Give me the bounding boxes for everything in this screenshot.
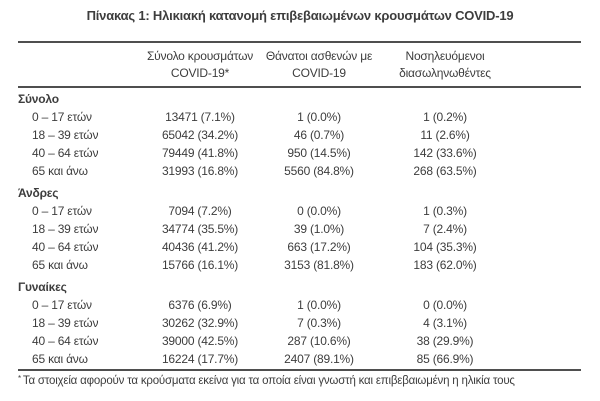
cases-cell: 34774 (35.5%) [161, 222, 239, 236]
row-label: 40 – 64 ετών [32, 146, 99, 160]
intubated-cell: 1 (0.3%) [423, 204, 467, 218]
intubated-cell: 11 (2.6%) [420, 128, 470, 142]
footnote-text: Τα στοιχεία αφορούν τα κρούσματα εκείνα … [22, 375, 515, 387]
table-row: 65 και άνω 16224 (17.7%) 2407 (89.1%) 85… [18, 350, 581, 368]
intubated-cell: 104 (35.3%) [413, 240, 477, 254]
header-intubated: Νοσηλευόμενοι διασωληνωθέντες [378, 48, 512, 82]
section-women: Γυναίκες 0 – 17 ετών 6376 (6.9%) 1 (0.0%… [18, 274, 581, 368]
intubated-cell: 4 (3.1%) [423, 316, 467, 330]
intubated-cell: 1 (0.2%) [423, 110, 467, 124]
deaths-cell: 7 (0.3%) [297, 316, 341, 330]
cases-cell: 79449 (41.8%) [161, 146, 239, 160]
header-total-cases-line1: Σύνολο κρουσμάτων [146, 49, 254, 63]
table-row: 18 – 39 ετών 65042 (34.2%) 46 (0.7%) 11 … [18, 126, 581, 144]
bottom-rule [18, 369, 581, 371]
intubated-cell: 7 (2.4%) [423, 222, 467, 236]
intubated-cell: 85 (66.9%) [416, 352, 474, 366]
table-row: 40 – 64 ετών 40436 (41.2%) 663 (17.2%) 1… [18, 238, 581, 256]
section-header: Άνδρες [18, 186, 59, 200]
deaths-cell: 3153 (81.8%) [284, 258, 354, 272]
cases-cell: 16224 (17.7%) [161, 352, 239, 366]
deaths-cell: 46 (0.7%) [293, 128, 345, 142]
top-rule [18, 41, 581, 43]
table-row: 18 – 39 ετών 30262 (32.9%) 7 (0.3%) 4 (3… [18, 314, 581, 332]
intubated-cell: 183 (62.0%) [413, 258, 477, 272]
footnote-asterisk: * [18, 374, 21, 383]
cases-cell: 40436 (41.2%) [161, 240, 239, 254]
table-header-row: Σύνολο κρουσμάτων COVID-19* Θάνατοι ασθε… [18, 43, 581, 86]
section-header: Γυναίκες [18, 280, 67, 294]
deaths-cell: 2407 (89.1%) [284, 352, 354, 366]
deaths-cell: 950 (14.5%) [287, 146, 351, 160]
row-label: 65 και άνω [32, 352, 88, 366]
cases-cell: 15766 (16.1%) [161, 258, 239, 272]
deaths-cell: 1 (0.0%) [297, 110, 341, 124]
row-label: 65 και άνω [32, 258, 88, 272]
header-deaths-line1: Θάνατοι ασθενών με [265, 49, 373, 63]
deaths-cell: 663 (17.2%) [287, 240, 351, 254]
row-label: 18 – 39 ετών [32, 222, 99, 236]
table-row: 18 – 39 ετών 34774 (35.5%) 39 (1.0%) 7 (… [18, 220, 581, 238]
table-row: 0 – 17 ετών 13471 (7.1%) 1 (0.0%) 1 (0.2… [18, 108, 581, 126]
table-row: 0 – 17 ετών 6376 (6.9%) 1 (0.0%) 0 (0.0%… [18, 296, 581, 314]
header-deaths-line2: COVID-19 [292, 66, 346, 80]
row-label: 40 – 64 ετών [32, 240, 99, 254]
row-label: 65 και άνω [32, 164, 88, 178]
deaths-cell: 287 (10.6%) [287, 334, 351, 348]
deaths-cell: 0 (0.0%) [297, 204, 341, 218]
deaths-cell: 39 (1.0%) [293, 222, 345, 236]
intubated-cell: 268 (63.5%) [413, 164, 477, 178]
section-header: Σύνολο [18, 92, 59, 106]
table-body: Σύνολο 0 – 17 ετών 13471 (7.1%) 1 (0.0%)… [18, 88, 581, 369]
table-title: Πίνακας 1: Ηλικιακή κατανομή επιβεβαιωμέ… [86, 8, 514, 23]
section-men: Άνδρες 0 – 17 ετών 7094 (7.2%) 0 (0.0%) … [18, 180, 581, 274]
cases-cell: 7094 (7.2%) [168, 204, 232, 218]
table-row: 40 – 64 ετών 39000 (42.5%) 287 (10.6%) 3… [18, 332, 581, 350]
cases-cell: 6376 (6.9%) [168, 298, 232, 312]
cases-cell: 31993 (16.8%) [161, 164, 239, 178]
row-label: 40 – 64 ετών [32, 334, 99, 348]
header-total-cases-line2: COVID-19* [170, 66, 230, 80]
header-total-cases: Σύνολο κρουσμάτων COVID-19* [140, 48, 260, 82]
table-row: 65 και άνω 31993 (16.8%) 5560 (84.8%) 26… [18, 162, 581, 180]
table-row: 0 – 17 ετών 7094 (7.2%) 0 (0.0%) 1 (0.3%… [18, 202, 581, 220]
row-label: 18 – 39 ετών [32, 316, 99, 330]
row-label: 0 – 17 ετών [32, 204, 92, 218]
table-row: 40 – 64 ετών 79449 (41.8%) 950 (14.5%) 1… [18, 144, 581, 162]
header-intubated-line1: Νοσηλευόμενοι [405, 49, 485, 63]
table-footnote: * Τα στοιχεία αφορούν τα κρούσματα εκείνα… [18, 371, 581, 387]
header-intubated-line2: διασωληνωθέντες [399, 66, 491, 80]
cases-cell: 39000 (42.5%) [161, 334, 239, 348]
intubated-cell: 0 (0.0%) [423, 298, 467, 312]
intubated-cell: 38 (29.9%) [416, 334, 474, 348]
deaths-cell: 1 (0.0%) [297, 298, 341, 312]
intubated-cell: 142 (33.6%) [413, 146, 477, 160]
section-total: Σύνολο 0 – 17 ετών 13471 (7.1%) 1 (0.0%)… [18, 90, 581, 180]
row-label: 0 – 17 ετών [32, 298, 92, 312]
row-label: 0 – 17 ετών [32, 110, 92, 124]
row-label: 18 – 39 ετών [32, 128, 99, 142]
header-deaths: Θάνατοι ασθενών με COVID-19 [260, 48, 378, 82]
cases-cell: 65042 (34.2%) [161, 128, 239, 142]
deaths-cell: 5560 (84.8%) [284, 164, 354, 178]
cases-cell: 30262 (32.9%) [161, 316, 239, 330]
cases-cell: 13471 (7.1%) [165, 110, 235, 124]
header-rule [18, 86, 581, 88]
table-row: 65 και άνω 15766 (16.1%) 3153 (81.8%) 18… [18, 256, 581, 274]
covid-age-table: Σύνολο κρουσμάτων COVID-19* Θάνατοι ασθε… [18, 41, 581, 387]
